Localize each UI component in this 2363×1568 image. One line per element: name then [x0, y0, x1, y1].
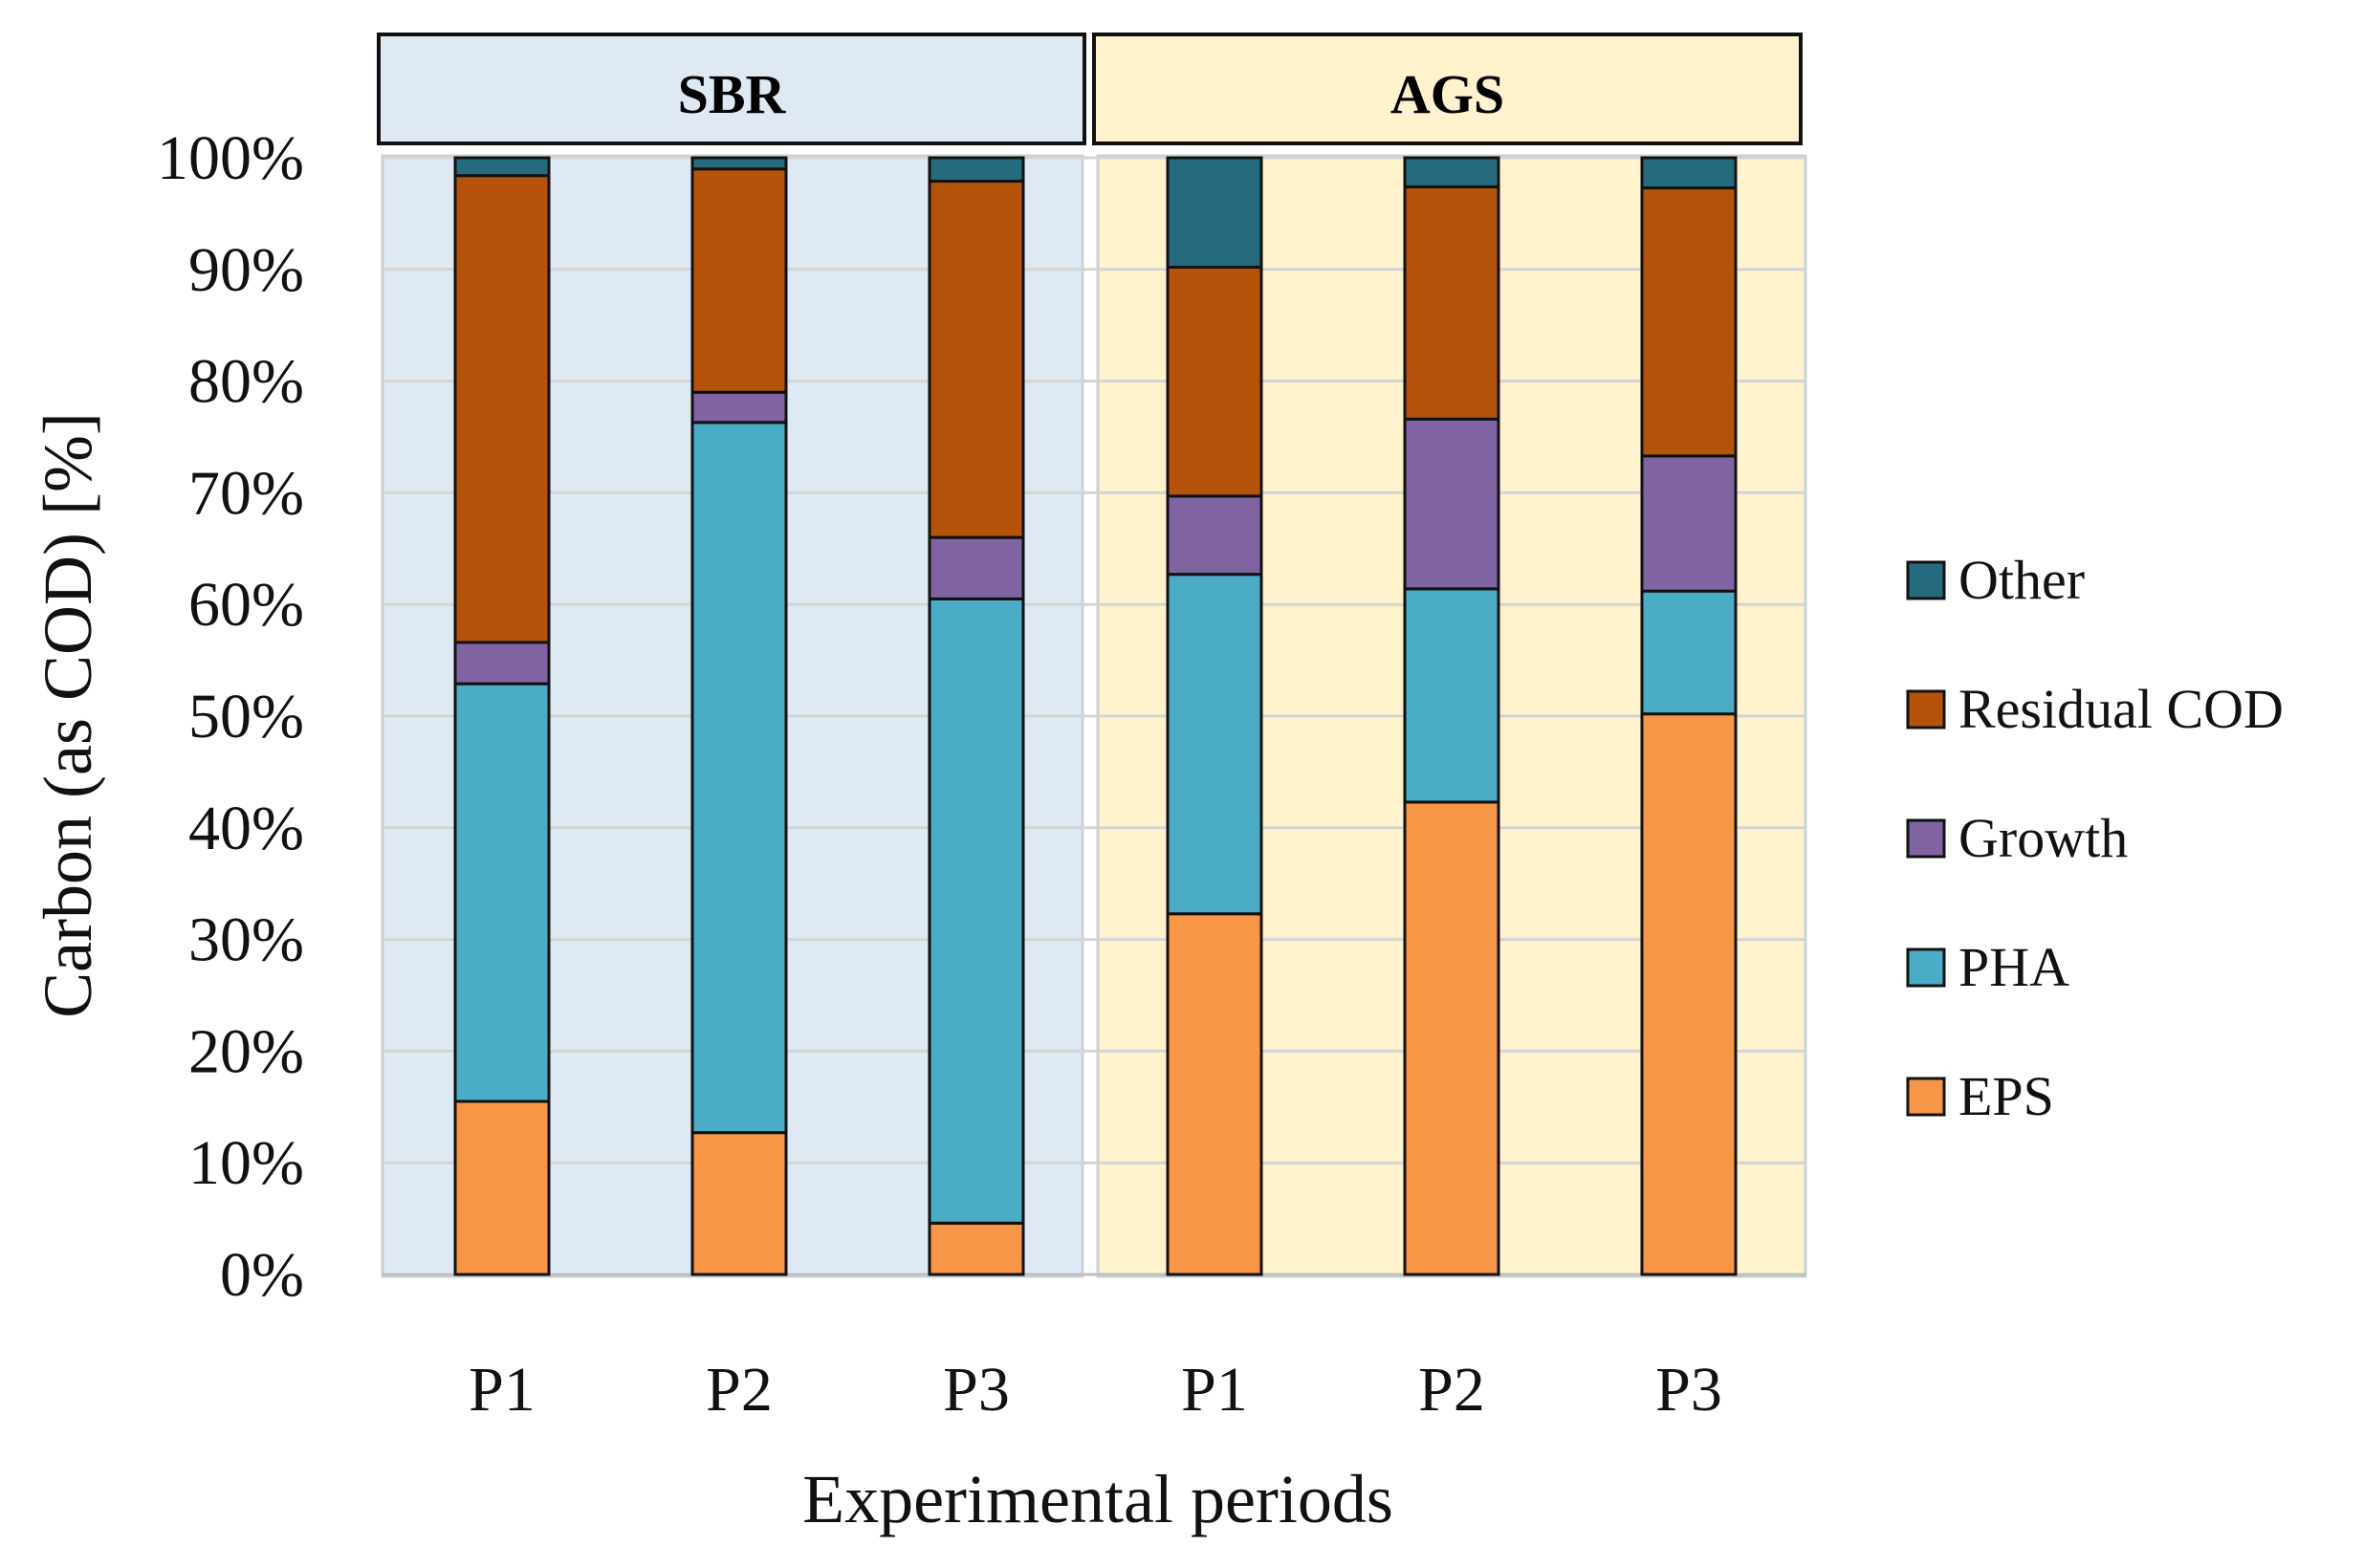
bar-segment-other	[928, 156, 1025, 184]
bar-segment-residual-cod	[1403, 185, 1500, 421]
group-header-label-sbr: SBR	[678, 63, 787, 125]
y-tick-label: 80%	[188, 347, 304, 417]
bar-segment-pha	[1403, 587, 1500, 804]
x-tick-label: P3	[1655, 1355, 1722, 1425]
bar-segment-growth	[1640, 454, 1738, 593]
x-tick-label: P1	[1181, 1355, 1248, 1425]
bar-segment-growth	[928, 535, 1025, 600]
group-header-label-ags: AGS	[1390, 63, 1504, 125]
y-tick-label: 90%	[188, 235, 304, 305]
bar-segment-other	[453, 156, 551, 178]
x-tick-labels: P1 P2 P3 P1 P2 P3	[469, 1355, 1722, 1425]
bar-segment-other	[1403, 156, 1500, 188]
bar-segment-pha	[453, 682, 551, 1103]
bar-segment-growth	[453, 641, 551, 686]
bar-segment-residual-cod	[690, 167, 788, 394]
x-tick-label: P2	[706, 1355, 773, 1425]
y-tick-label: 30%	[188, 905, 304, 975]
bars	[453, 156, 1738, 1276]
gridlines	[383, 156, 1805, 1276]
legend-label-other: Other	[1958, 549, 2085, 611]
bar-segment-eps	[1403, 800, 1500, 1276]
bar-segment-residual-cod	[928, 180, 1025, 539]
legend-swatch-pha	[1906, 947, 1946, 988]
legend-label-residual-cod: Residual COD	[1958, 678, 2284, 740]
bar-segment-residual-cod	[453, 174, 551, 644]
bar-segment-other	[1640, 156, 1738, 190]
bar-segment-eps	[928, 1221, 1025, 1276]
legend: Other Residual COD Growth PHA EPS	[1906, 549, 2284, 1127]
group-headers: SBR AGS	[377, 33, 1803, 145]
x-axis-title: Experimental periods	[802, 1461, 1393, 1537]
group-header-box-sbr	[377, 33, 1086, 145]
y-axis-title: Carbon (as COD) [%]	[30, 412, 106, 1018]
y-tick-label: 40%	[188, 794, 304, 863]
bar-segment-pha	[1640, 589, 1738, 716]
bar-segment-pha	[1166, 573, 1263, 916]
y-tick-label: 60%	[188, 570, 304, 640]
y-tick-label: 100%	[157, 123, 304, 193]
legend-swatch-other	[1906, 560, 1946, 600]
bar-segment-pha	[690, 421, 788, 1135]
y-tick-label: 20%	[188, 1016, 304, 1086]
bar-segment-residual-cod	[1640, 186, 1738, 458]
legend-label-eps: EPS	[1958, 1065, 2054, 1127]
legend-swatch-residual-cod	[1906, 689, 1946, 730]
bar-segment-growth	[1403, 417, 1500, 591]
y-tick-label: 50%	[188, 682, 304, 751]
bar-segment-eps	[1640, 712, 1738, 1276]
legend-label-pha: PHA	[1958, 936, 2069, 998]
y-tick-label: 0%	[220, 1240, 304, 1310]
x-tick-label: P3	[943, 1355, 1010, 1425]
group-header-box-ags	[1092, 33, 1803, 145]
legend-swatch-eps	[1906, 1077, 1946, 1117]
bar-segment-eps	[453, 1100, 551, 1276]
bar-segment-other	[690, 156, 788, 171]
bar-segment-growth	[690, 390, 788, 425]
bar-segment-growth	[1166, 494, 1263, 577]
bar-segment-eps	[690, 1131, 788, 1276]
bar-segment-residual-cod	[1166, 265, 1263, 498]
legend-label-growth: Growth	[1958, 807, 2128, 869]
y-tick-label: 70%	[188, 458, 304, 528]
y-tick-label: 10%	[188, 1128, 304, 1198]
x-tick-label: P1	[469, 1355, 536, 1425]
y-tick-labels: 0% 10% 20% 30% 40% 50% 60% 70% 80% 90% 100%	[157, 123, 304, 1310]
legend-swatch-growth	[1906, 818, 1946, 859]
x-tick-label: P2	[1418, 1355, 1485, 1425]
bar-segment-other	[1166, 156, 1263, 269]
bar-segment-pha	[928, 597, 1025, 1225]
bar-segment-eps	[1166, 912, 1263, 1276]
